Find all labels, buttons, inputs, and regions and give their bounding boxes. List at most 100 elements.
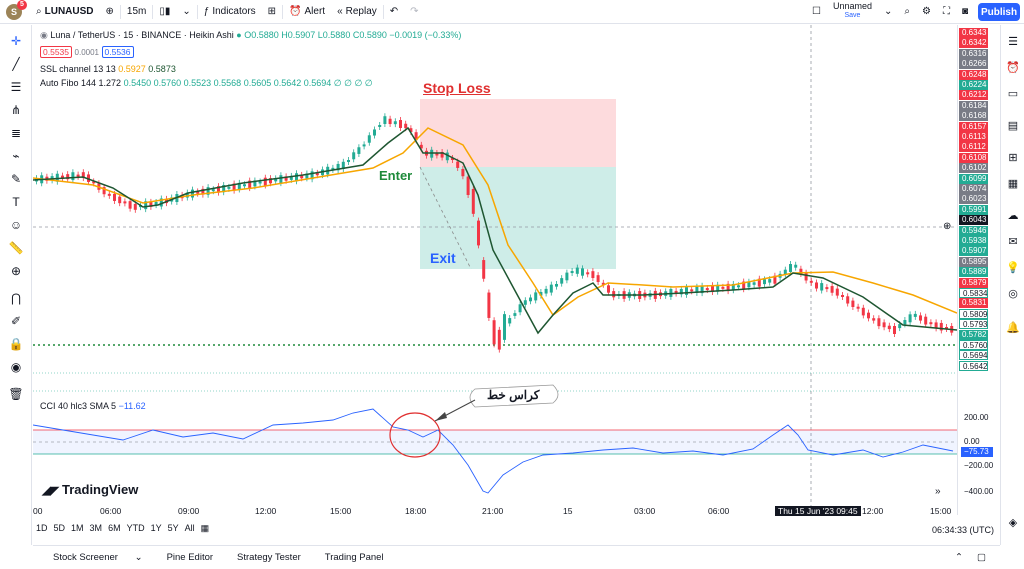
ssl-legend[interactable]: SSL channel 13 13 0.5927 0.5873	[40, 64, 176, 74]
callout-circle[interactable]	[389, 412, 441, 458]
range-1d[interactable]: 1D	[36, 523, 48, 533]
chats-icon[interactable]: ✉	[1008, 236, 1018, 248]
candle-body	[555, 283, 558, 287]
text-icon[interactable]: T	[12, 195, 20, 209]
candle-body	[581, 268, 584, 276]
trendline-icon[interactable]: ╱	[12, 57, 20, 71]
range-5y[interactable]: 5Y	[167, 523, 179, 533]
publish-button[interactable]: Publish	[978, 3, 1020, 21]
lock-drawing-icon[interactable]: ✐	[10, 314, 22, 328]
tab-strategy-tester[interactable]: Strategy Tester	[237, 552, 301, 563]
trash-icon[interactable]: 🗑	[8, 387, 24, 401]
scroll-right-icon[interactable]: »	[935, 486, 941, 497]
object-tree-icon[interactable]: ▭	[1007, 88, 1019, 100]
price-label: 0.5831	[959, 298, 988, 309]
buy-button[interactable]: 0.5536	[101, 46, 134, 58]
data-window-icon[interactable]: ▤	[1007, 120, 1019, 132]
templates-button[interactable]: ⊞	[262, 0, 282, 24]
candle-body	[300, 174, 304, 179]
candle-body	[711, 285, 714, 293]
emoji-icon[interactable]: ☺	[9, 218, 23, 232]
add-symbol-button[interactable]: ⊕	[105, 6, 114, 17]
price-label: 0.6316	[959, 48, 988, 59]
price-label: 0.6343	[959, 28, 988, 38]
hotlists-icon[interactable]: ⊞	[1008, 152, 1018, 164]
fibo-legend[interactable]: Auto Fibo 144 1.272 0.5450 0.5760 0.5523…	[40, 78, 373, 88]
interval-button[interactable]: 15m	[126, 6, 147, 17]
snapshot-button[interactable]: ◙	[956, 0, 974, 24]
layout-name[interactable]: Unnamed Save	[832, 0, 872, 19]
fullscreen-icon: ⛶	[942, 6, 950, 17]
time-tick-label: 06:00	[100, 506, 122, 516]
take-profit-zone[interactable]	[420, 167, 616, 269]
bell-icon[interactable]: 🔔	[1006, 322, 1020, 334]
range-6m[interactable]: 6M	[108, 523, 121, 533]
cci-scale-label: −75.73	[961, 447, 993, 457]
range-5d[interactable]: 5D	[53, 523, 66, 533]
lightbulb-icon[interactable]: 💡	[1006, 262, 1020, 274]
magnet-icon[interactable]: ⋂	[11, 291, 21, 305]
candle-body	[206, 187, 210, 195]
bottom-panel-tabs: Stock Screener ⌄ Pine Editor Strategy Te…	[33, 545, 1000, 569]
watchlist-icon[interactable]: ☰	[1008, 36, 1018, 48]
collapse-icon[interactable]: ⌃	[955, 552, 964, 563]
notification-badge: 5	[17, 0, 27, 10]
calendar-icon[interactable]: ▦	[1007, 178, 1019, 190]
alerts-icon[interactable]: ⏰	[1006, 62, 1020, 74]
sell-button[interactable]: 0.5535	[40, 46, 72, 58]
candle-body	[929, 322, 933, 325]
streams-icon[interactable]: ◎	[1008, 288, 1018, 300]
redo-button[interactable]: ↷	[404, 0, 424, 24]
tab-pine-editor[interactable]: Pine Editor	[166, 552, 214, 563]
pattern-icon[interactable]: ⌁	[12, 149, 20, 163]
tab-trading-panel[interactable]: Trading Panel	[324, 552, 384, 563]
range-ytd[interactable]: YTD	[126, 523, 145, 533]
calendar-icon[interactable]: ▦	[200, 523, 210, 533]
undo-button[interactable]: ↶	[384, 0, 404, 24]
chart-type-button[interactable]: ▯▮	[153, 0, 176, 24]
lock-icon[interactable]: 🔒	[8, 337, 24, 351]
eye-icon[interactable]: ◉	[10, 360, 22, 374]
quick-search-button[interactable]: ⌕	[898, 0, 916, 24]
candle-body	[373, 129, 376, 136]
range-all[interactable]: All	[184, 523, 195, 533]
replay-button[interactable]: «Replay	[337, 6, 377, 17]
cci-legend[interactable]: CCI 40 hlc3 SMA 5 −11.62	[40, 401, 146, 411]
range-1y[interactable]: 1Y	[150, 523, 162, 533]
candle-body	[534, 292, 538, 301]
chart-pane[interactable]	[32, 25, 958, 515]
crosshair-icon[interactable]: ✛	[10, 34, 22, 48]
candle-body	[607, 285, 610, 293]
zoom-in-icon[interactable]: ⊕	[10, 264, 22, 278]
maximize-icon[interactable]: ▢	[977, 552, 986, 563]
candle-body	[461, 168, 465, 177]
right-sidebar: ☰ ⏰ ▭ ▤ ⊞ ▦ ☁ ✉ 💡 ◎ 🔔 ◈	[1000, 25, 1024, 545]
range-1m[interactable]: 1M	[71, 523, 84, 533]
chart-type-dropdown[interactable]: ⌄	[176, 0, 196, 24]
symbol-search-button[interactable]: ⌕ LUNAUSD	[36, 6, 94, 17]
layout-dropdown[interactable]: ⌄	[878, 0, 898, 24]
price-label: 0.5895	[959, 256, 988, 267]
pitchfork-icon[interactable]: ⋔	[10, 103, 22, 117]
time-utc[interactable]: 06:34:33 (UTC)	[932, 525, 995, 535]
tab-stock-screener[interactable]: Stock Screener ⌄	[53, 552, 143, 563]
layout-toggle[interactable]: ☐	[806, 0, 827, 24]
fullscreen-button[interactable]: ⛶	[937, 0, 956, 24]
candle-body	[305, 173, 309, 179]
brush-icon[interactable]: ✎	[10, 172, 22, 186]
layers-icon[interactable]: ◈	[1008, 517, 1018, 529]
candle-body	[357, 147, 361, 154]
candle-body	[471, 188, 475, 214]
settings-button[interactable]: ⚙	[916, 0, 937, 24]
fib-retracement-icon[interactable]: ≣	[10, 126, 22, 140]
indicators-button[interactable]: ƒ Indicators	[203, 6, 256, 17]
range-3m[interactable]: 3M	[89, 523, 103, 533]
ideas-icon[interactable]: ☁	[1007, 210, 1019, 222]
alert-button[interactable]: ⏰ Alert	[289, 6, 326, 17]
add-plus-icon[interactable]: ⊕	[943, 221, 952, 232]
ruler-icon[interactable]: 📏	[8, 241, 24, 255]
cci-scale-label: 200.00	[964, 413, 989, 422]
horizontal-lines-icon[interactable]: ☰	[10, 80, 22, 94]
symbol-legend[interactable]: ◉ Luna / TetherUS · 15 · BINANCE · Heiki…	[40, 30, 462, 40]
